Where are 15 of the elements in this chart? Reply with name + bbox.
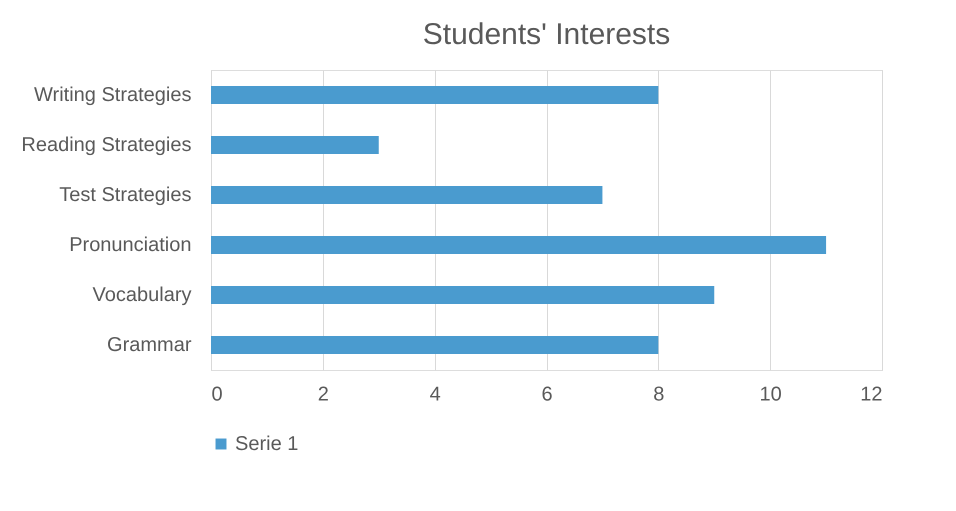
y-tick-label: Reading Strategies xyxy=(21,134,192,156)
x-tick-label: 0 xyxy=(212,384,223,406)
x-tick-label: 8 xyxy=(653,384,664,406)
x-tick-label: 12 xyxy=(860,384,882,406)
y-tick-label: Pronunciation xyxy=(69,234,192,256)
legend-label: Serie 1 xyxy=(235,433,298,455)
chart-title: Students' Interests xyxy=(422,18,670,51)
y-tick-label: Vocabulary xyxy=(92,284,192,306)
x-tick-label: 6 xyxy=(541,384,553,406)
x-tick-label: 10 xyxy=(760,384,782,406)
x-tick-label: 2 xyxy=(318,384,329,406)
y-tick-label: Grammar xyxy=(107,334,192,356)
y-tick-label: Writing Strategies xyxy=(34,84,192,106)
x-tick-label: 4 xyxy=(430,384,441,406)
y-tick-label: Test Strategies xyxy=(59,184,192,206)
